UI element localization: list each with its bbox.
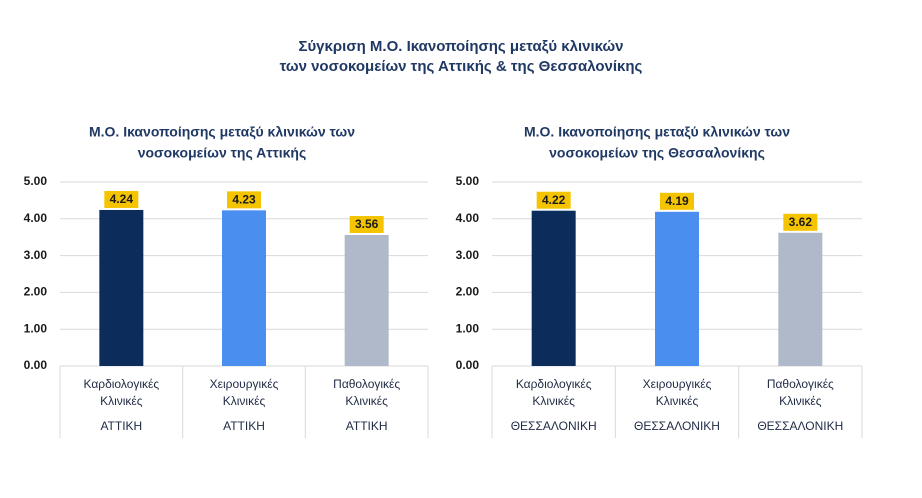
- value-label: 4.19: [665, 194, 689, 208]
- x-tick-label: Παθολογικές: [333, 377, 400, 391]
- value-label: 3.56: [355, 217, 379, 231]
- group-label: ΑΤΤΙΚΗ: [100, 419, 142, 433]
- main-title: των νοσοκομείων της Αττικής & της Θεσσαλ…: [280, 58, 643, 75]
- chart-title: Μ.Ο. Ικανοποίησης μεταξύ κλινικών των: [89, 124, 355, 140]
- x-tick-label: Κλινικές: [223, 394, 266, 408]
- x-tick-label: Παθολογικές: [767, 377, 834, 391]
- value-label-bg: [536, 191, 571, 209]
- x-tick-label: Χειρουργικές: [643, 377, 712, 391]
- y-tick-label: 0.00: [456, 358, 480, 372]
- value-label-bg: [349, 215, 384, 233]
- group-label: ΑΤΤΙΚΗ: [346, 419, 388, 433]
- y-tick-label: 3.00: [456, 248, 480, 262]
- x-tick-label: Χειρουργικές: [210, 377, 279, 391]
- bar: [655, 211, 699, 366]
- x-tick-label: Κλινικές: [100, 394, 143, 408]
- group-label: ΘΕΣΣΑΛΟΝΙΚΗ: [757, 419, 843, 433]
- bar: [222, 210, 266, 366]
- main-title: Σύγκριση Μ.Ο. Ικανοποίησης μεταξύ κλινικ…: [298, 38, 623, 55]
- value-label-bg: [660, 192, 694, 210]
- bar: [778, 232, 823, 366]
- y-tick-label: 4.00: [24, 211, 48, 225]
- x-tick-label: Κλινικές: [779, 394, 822, 408]
- value-label: 4.23: [232, 193, 256, 207]
- x-tick-label: Καρδιολογικές: [83, 377, 159, 391]
- x-tick-label: Κλινικές: [656, 394, 699, 408]
- chart-title: Μ.Ο. Ικανοποίησης μεταξύ κλινικών των: [524, 124, 790, 140]
- bar: [531, 210, 576, 366]
- y-tick-label: 2.00: [24, 285, 48, 299]
- bar: [99, 209, 144, 366]
- y-tick-label: 5.00: [24, 174, 48, 188]
- bar: [344, 234, 389, 366]
- value-label: 3.62: [789, 215, 813, 229]
- chart-title: νοσοκομείων της Θεσσαλονίκης: [549, 145, 765, 161]
- value-label-bg: [227, 191, 261, 209]
- y-tick-label: 4.00: [456, 211, 480, 225]
- y-tick-label: 5.00: [456, 174, 480, 188]
- x-tick-label: Κλινικές: [532, 394, 575, 408]
- y-tick-label: 3.00: [24, 248, 48, 262]
- x-tick-label: Καρδιολογικές: [516, 377, 592, 391]
- y-tick-label: 1.00: [24, 321, 48, 335]
- value-label-bg: [783, 213, 818, 231]
- x-tick-label: Κλινικές: [345, 394, 388, 408]
- group-label: ΑΤΤΙΚΗ: [223, 419, 265, 433]
- value-label-bg: [104, 190, 139, 208]
- value-label: 4.24: [110, 192, 134, 206]
- value-label: 4.22: [542, 193, 566, 207]
- chart-title: νοσοκομείων της Αττικής: [138, 145, 307, 161]
- y-tick-label: 2.00: [456, 285, 480, 299]
- group-label: ΘΕΣΣΑΛΟΝΙΚΗ: [511, 419, 597, 433]
- y-tick-label: 1.00: [456, 321, 480, 335]
- group-label: ΘΕΣΣΑΛΟΝΙΚΗ: [634, 419, 720, 433]
- y-tick-label: 0.00: [24, 358, 48, 372]
